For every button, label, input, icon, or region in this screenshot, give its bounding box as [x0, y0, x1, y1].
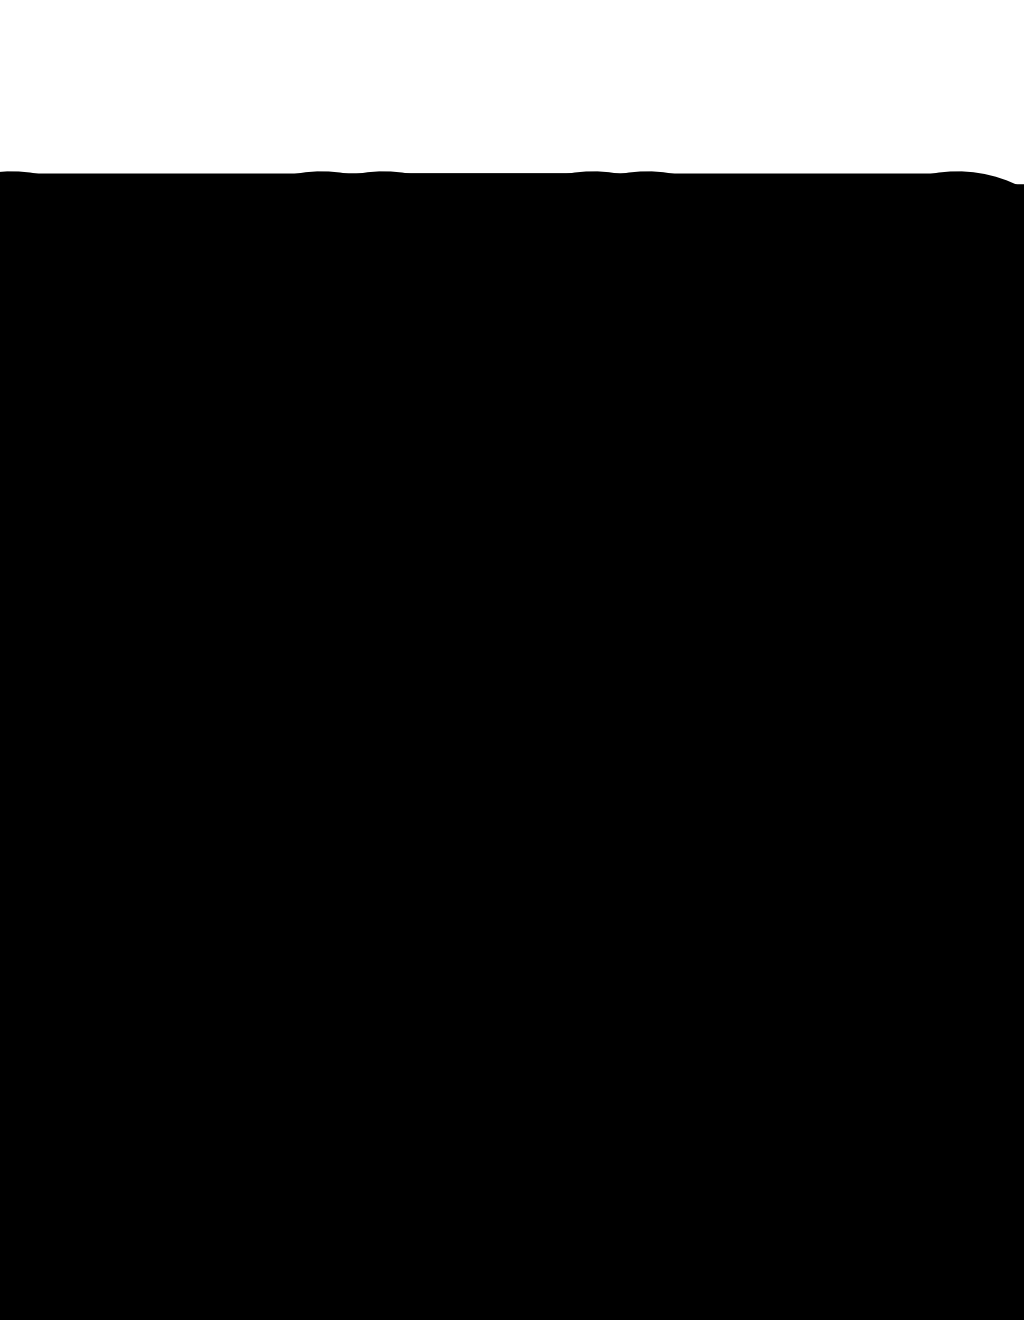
Text: D22: D22 [340, 946, 369, 961]
Text: 319: 319 [734, 739, 758, 752]
Text: 320: 320 [243, 900, 269, 915]
Bar [586, 875, 643, 890]
Text: I2: I2 [624, 715, 637, 729]
Text: 331: 331 [684, 795, 708, 807]
Text: D22: D22 [537, 407, 564, 421]
Bar [399, 432, 586, 451]
Text: I2: I2 [623, 315, 635, 330]
Text: 230: 230 [527, 603, 553, 618]
Text: 330: 330 [229, 816, 256, 830]
Bar [399, 432, 586, 451]
Text: V: V [285, 752, 294, 767]
Bar [275, 895, 701, 927]
Bar [586, 875, 643, 890]
Text: 333: 333 [684, 816, 708, 829]
Text: 2: 2 [719, 322, 728, 337]
Text: 3: 3 [721, 672, 731, 686]
Text: D11: D11 [470, 698, 499, 713]
Text: I2: I2 [500, 454, 513, 469]
Bar [275, 775, 701, 780]
Bar [275, 890, 701, 895]
Text: 231: 231 [508, 586, 535, 601]
Text: 332: 332 [684, 805, 708, 818]
Text: D12: D12 [288, 298, 316, 312]
Bar [399, 432, 469, 451]
Text: 210: 210 [716, 359, 741, 372]
FancyArrowPatch shape [712, 689, 716, 696]
Bar [275, 744, 701, 775]
Bar [275, 739, 701, 744]
Text: 310: 310 [243, 766, 269, 779]
Text: I1: I1 [475, 315, 487, 330]
Text: 232: 232 [556, 586, 582, 601]
Text: D12: D12 [288, 698, 316, 713]
Text: Sep. 19, 2013  Sheet 2 of 3: Sep. 19, 2013 Sheet 2 of 3 [423, 198, 594, 211]
Text: D11: D11 [470, 298, 499, 312]
Text: 329: 329 [706, 892, 729, 906]
Text: FIG.  4: FIG. 4 [409, 639, 499, 668]
Text: D12: D12 [656, 298, 685, 312]
Bar [326, 875, 384, 890]
Text: 317: 317 [706, 741, 729, 754]
Bar [515, 432, 586, 451]
Text: 326: 326 [706, 886, 729, 899]
Text: 321: 321 [706, 902, 729, 915]
Text: I2: I2 [624, 850, 637, 865]
Text: US 2013/0241809 A1: US 2013/0241809 A1 [616, 198, 750, 211]
Text: I2: I2 [312, 315, 325, 330]
Text: FIG.  3: FIG. 3 [409, 248, 499, 276]
Text: D12: D12 [656, 698, 685, 713]
Text: I2: I2 [454, 454, 466, 469]
Text: 311: 311 [706, 770, 729, 783]
FancyArrowPatch shape [709, 338, 714, 347]
Text: D22: D22 [420, 407, 449, 421]
Bar [326, 875, 384, 890]
Text: 220: 220 [599, 434, 626, 449]
Bar [275, 355, 701, 376]
Text: I1: I1 [476, 715, 489, 729]
Text: Patent Application Publication: Patent Application Publication [263, 198, 451, 211]
Text: D22: D22 [600, 946, 628, 961]
Text: 318: 318 [706, 735, 729, 748]
